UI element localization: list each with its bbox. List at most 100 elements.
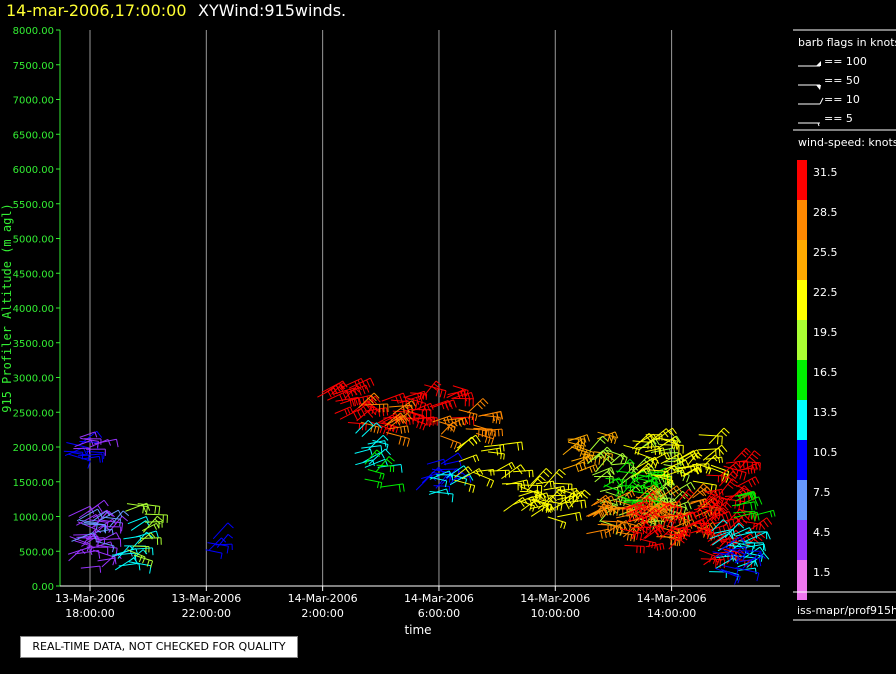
wind-barb (562, 461, 587, 473)
y-tick-label: 8000.00 (13, 26, 54, 37)
wind-barb (135, 530, 159, 539)
wind-barb (714, 551, 735, 559)
speed-legend-label: 25.5 (813, 246, 838, 259)
wind-barb (108, 510, 130, 528)
wind-barb (629, 513, 652, 524)
wind-barb (94, 438, 119, 448)
barb-legend-item: == 100 (798, 55, 867, 68)
wind-barb (433, 485, 451, 493)
wind-barb (429, 491, 454, 503)
wind-barb (735, 567, 760, 582)
wind-barb (640, 482, 664, 492)
wind-barb (80, 565, 102, 573)
wind-barb (454, 479, 476, 493)
wind-barb (639, 538, 657, 549)
speed-legend-label: 4.5 (813, 526, 831, 539)
wind-barb (574, 444, 595, 460)
x-tick-label-date: 14-Mar-2006 (520, 592, 590, 605)
wind-barb (83, 521, 106, 533)
wind-barb (635, 446, 661, 455)
wind-barb (669, 530, 688, 541)
wind-barb (586, 505, 611, 518)
y-tick-label: 5500.00 (13, 200, 54, 211)
x-tick-label-date: 14-Mar-2006 (288, 592, 358, 605)
speed-legend-item: 13.5 (797, 400, 838, 440)
wind-barb (617, 490, 635, 499)
wind-barb (496, 461, 516, 472)
wind-barb (616, 531, 636, 542)
wind-barb (606, 449, 628, 465)
wind-barb (665, 469, 686, 477)
speed-color-swatch (797, 320, 807, 360)
wind-barb (715, 557, 739, 569)
y-tick-label: 3000.00 (13, 374, 54, 385)
speed-legend-item: 7.5 (797, 480, 831, 520)
speed-color-swatch (797, 400, 807, 440)
wind-barb (384, 414, 407, 427)
wind-barb (664, 533, 682, 541)
wind-barb (625, 484, 647, 493)
y-tick-label: 6000.00 (13, 165, 54, 176)
wind-barb (484, 444, 505, 452)
wind-barb (616, 458, 635, 473)
speed-color-swatch (797, 240, 807, 280)
y-tick-label: 4500.00 (13, 269, 54, 280)
speed-color-swatch (797, 520, 807, 560)
wind-barb (755, 509, 776, 518)
wind-barb (711, 532, 734, 546)
wind-barb (720, 568, 741, 584)
wind-barb (431, 399, 457, 411)
wind-barb (449, 473, 474, 486)
wind-barb (736, 557, 762, 567)
wind-barb (452, 391, 475, 402)
wind-barb (733, 511, 760, 522)
wind-barb (711, 519, 728, 532)
speed-legend-items: 31.5 28.5 25.5 22.5 19.5 16.5 13.5 10.5 7.5 4.5 1.… (797, 160, 838, 600)
wind-barb (733, 447, 751, 462)
wind-barb (78, 453, 104, 463)
wind-barb (704, 524, 731, 536)
wind-barb (78, 504, 103, 519)
wind-barb (530, 468, 553, 486)
barb-legend-title: barb flags in knots (798, 36, 896, 49)
speed-color-swatch (797, 480, 807, 520)
speed-legend-item: 25.5 (797, 240, 838, 280)
wind-barb (390, 412, 413, 427)
wind-barb (331, 382, 348, 395)
wind-barb (630, 526, 651, 535)
wind-barb (569, 489, 591, 508)
wind-barb (620, 528, 643, 541)
y-tick-label: 500.00 (19, 547, 54, 558)
wind-barbs (63, 377, 776, 585)
wind-barb (747, 517, 773, 533)
wind-barb (739, 450, 761, 469)
x-tick-label-date: 13-Mar-2006 (55, 592, 125, 605)
wind-barb (645, 434, 663, 441)
speed-legend-item: 31.5 (797, 160, 838, 200)
x-tick-label-time: 22:00:00 (182, 607, 231, 620)
wind-barb (562, 439, 587, 456)
barb-legend-items: == 100 == 50 == 10 == 5 (798, 55, 867, 127)
wind-barb (144, 513, 168, 523)
wind-barb (98, 519, 124, 532)
wind-barb (467, 398, 489, 414)
wind-barb (117, 545, 135, 559)
wind-barb (389, 404, 413, 414)
wind-barb (589, 435, 608, 452)
wind-barb (735, 531, 758, 539)
speed-color-swatch (797, 280, 807, 320)
wind-barb (388, 425, 410, 434)
wind-barb (428, 488, 449, 496)
wind-barb (734, 551, 752, 564)
y-tick-label: 2000.00 (13, 443, 54, 454)
wind-barb (447, 390, 467, 399)
wind-barb (622, 478, 640, 494)
wind-barb (744, 543, 766, 552)
wind-barb (334, 406, 354, 415)
wind-barb (461, 468, 484, 480)
wind-barb (81, 535, 101, 547)
wind-barb (543, 468, 566, 488)
barb-legend-label: == 100 (824, 55, 867, 68)
wind-barb (709, 571, 727, 579)
speed-legend-label: 10.5 (813, 446, 838, 459)
